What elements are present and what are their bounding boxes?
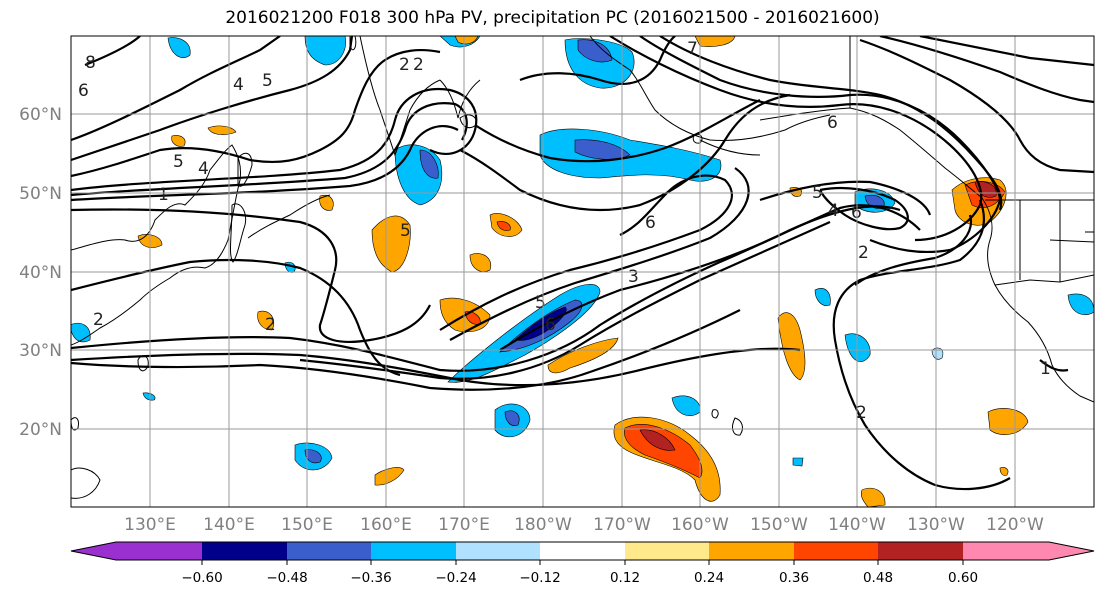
precip-shading <box>71 36 1094 507</box>
contour-label: 2 <box>856 403 867 423</box>
colorbar-bin <box>540 542 625 560</box>
colorbar-bin <box>287 542 371 560</box>
lon-label: 130°E <box>124 515 176 535</box>
contour-label: 1 <box>1040 359 1051 379</box>
colorbar: −0.60 −0.48 −0.36 −0.24 −0.12 0.12 0.24 … <box>70 541 1095 586</box>
colorbar-bin <box>709 542 794 560</box>
colorbar-tick-label: −0.60 <box>181 570 222 586</box>
lon-label: 160°E <box>360 515 412 535</box>
lat-label: 40°N <box>19 263 62 283</box>
contour-label: 5 <box>173 152 184 172</box>
lon-label: 150°W <box>750 515 808 535</box>
lat-label: 30°N <box>19 341 62 361</box>
contour-label: 2 <box>413 55 424 75</box>
colorbar-tick-label: −0.24 <box>435 570 476 586</box>
colorbar-bin <box>371 542 456 560</box>
colorbar-bin <box>202 542 287 560</box>
contour-label: 3 <box>628 267 639 287</box>
contour-label: 7 <box>687 39 698 59</box>
contour-label: 2 <box>93 310 104 330</box>
contour-label: 5 <box>535 293 546 313</box>
lon-label: 150°E <box>281 515 333 535</box>
lon-label: 140°E <box>203 515 255 535</box>
colorbar-tick-label: −0.36 <box>350 570 391 586</box>
colorbar-bin <box>878 542 963 560</box>
colorbar-tick-label: 0.36 <box>779 570 809 586</box>
graticule <box>71 36 1094 507</box>
chart-title: 2016021200 F018 300 hPa PV, precipitatio… <box>225 8 880 28</box>
contour-label: 5 <box>262 71 273 91</box>
colorbar-bin <box>963 542 1049 560</box>
coastlines <box>71 36 1094 499</box>
lon-labels: 130°E 140°E 150°E 160°E 170°E 180°W 170°… <box>124 515 1044 535</box>
lon-label: 170°E <box>438 515 490 535</box>
contour-label: 6 <box>78 81 89 101</box>
colorbar-bin <box>794 542 878 560</box>
lat-label: 20°N <box>19 420 62 440</box>
lat-label: 50°N <box>19 184 62 204</box>
contour-label: 5 <box>400 221 411 241</box>
contour-label: 6 <box>827 113 838 133</box>
contour-label: 6 <box>851 203 862 223</box>
lon-label: 170°W <box>593 515 651 535</box>
plot-frame <box>70 35 1095 508</box>
lon-label: 160°W <box>671 515 729 535</box>
colorbar-tick-label: −0.48 <box>266 570 307 586</box>
contour-label: 4 <box>198 159 209 179</box>
colorbar-extend-low <box>71 542 117 560</box>
colorbar-tick-label: 0.60 <box>948 570 978 586</box>
colorbar-bin <box>116 542 202 560</box>
lon-label: 180°W <box>514 515 572 535</box>
colorbar-outline <box>70 541 1095 561</box>
contour-label: 6 <box>545 315 556 335</box>
contour-label: 2 <box>399 55 410 75</box>
colorbar-extend-high <box>1048 542 1094 560</box>
contour-label: 2 <box>858 243 869 263</box>
contour-label: 4 <box>233 75 244 95</box>
colorbar-bin <box>625 542 709 560</box>
colorbar-tick-label: 0.24 <box>694 570 724 586</box>
colorbar-bin <box>456 542 540 560</box>
lon-label: 140°W <box>828 515 886 535</box>
colorbar-tick-label: −0.12 <box>519 570 560 586</box>
contour-label: 2 <box>265 315 276 335</box>
lon-label: 130°W <box>907 515 965 535</box>
contour-label: 1 <box>158 185 169 205</box>
colorbar-tick-label: 0.12 <box>610 570 640 586</box>
lat-label: 60°N <box>19 105 62 125</box>
pv-contours <box>71 36 1094 491</box>
lon-label: 120°W <box>986 515 1044 535</box>
lat-labels: 60°N 50°N 40°N 30°N 20°N <box>19 105 62 440</box>
contour-label: 4 <box>828 201 839 221</box>
colorbar-tick-label: 0.48 <box>863 570 893 586</box>
contour-label: 6 <box>645 213 656 233</box>
contour-label: 8 <box>85 53 96 73</box>
